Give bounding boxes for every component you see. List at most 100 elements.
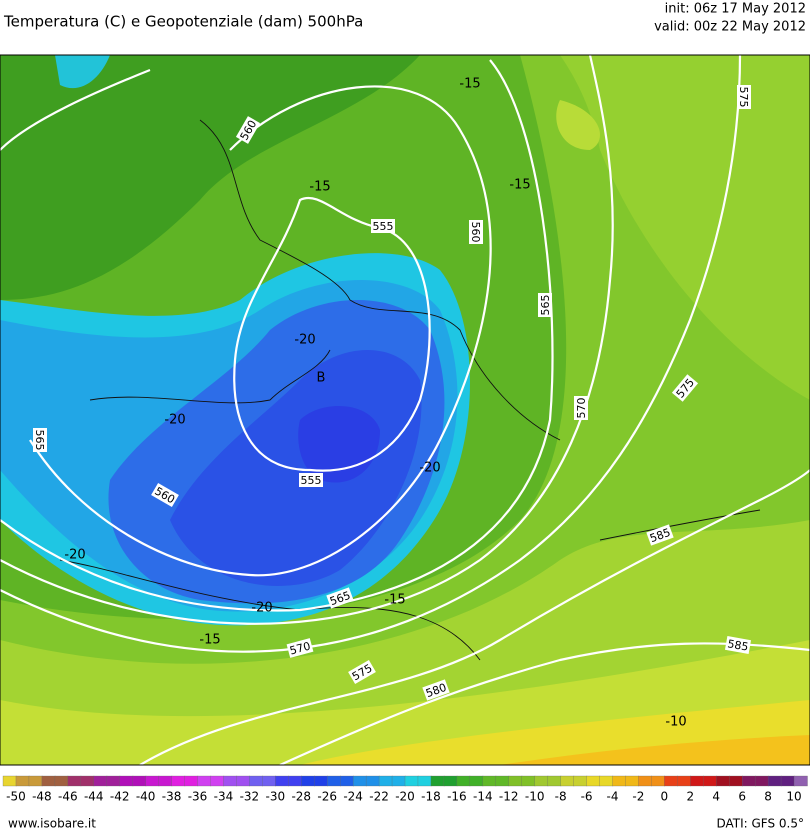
valid-time: valid: 00z 22 May 2012 bbox=[654, 20, 806, 35]
colorbar-swatch bbox=[119, 775, 134, 787]
colorbar-swatch bbox=[340, 775, 354, 787]
contour-label-box bbox=[299, 473, 323, 487]
colorbar-swatch bbox=[573, 775, 588, 787]
contour-label-box bbox=[33, 428, 47, 452]
colorbar-swatch bbox=[223, 775, 238, 787]
colorbar-swatch bbox=[638, 775, 653, 787]
colorbar-label: -36 bbox=[188, 790, 208, 804]
colorbar-swatch bbox=[404, 775, 419, 787]
colorbar-swatch bbox=[184, 775, 199, 787]
colorbar-swatch bbox=[703, 775, 717, 787]
colorbar-label: -22 bbox=[369, 790, 389, 804]
colorbar-swatch bbox=[560, 775, 575, 787]
colorbar-swatch bbox=[365, 775, 380, 787]
colorbar-swatch bbox=[677, 775, 691, 787]
geopotential-label: 570 bbox=[288, 639, 312, 657]
low-marker: B bbox=[317, 371, 326, 386]
colorbar-label: -32 bbox=[240, 790, 260, 804]
contour-label-box bbox=[671, 374, 699, 402]
temperature-label: -20 bbox=[251, 601, 272, 616]
colorbar-swatch bbox=[780, 775, 795, 787]
geopotential-label: 565 bbox=[539, 295, 552, 316]
colorbar-swatch bbox=[132, 775, 147, 787]
colorbar-label: -42 bbox=[110, 790, 130, 804]
colorbar-swatch bbox=[314, 775, 328, 787]
colorbar-label: 0 bbox=[661, 790, 669, 804]
colorbar-swatch bbox=[612, 775, 627, 787]
colorbar-swatch bbox=[93, 775, 108, 787]
contour-label-box bbox=[235, 116, 261, 144]
colorbar-swatch bbox=[288, 775, 302, 787]
colorbar: -50 -48 -46 -44 -42 -40 -38 -36 -34 -32 -30 -28 -26-… bbox=[2, 775, 808, 804]
title: Temperatura (C) e Geopotenziale (dam) 50… bbox=[3, 13, 363, 31]
temperature-label: -15 bbox=[459, 77, 480, 92]
colorbar-label: 6 bbox=[738, 790, 746, 804]
colorbar-swatch bbox=[599, 775, 614, 787]
contour-label-group: 560 bbox=[469, 220, 483, 244]
colorbar-label: -46 bbox=[58, 790, 78, 804]
colorbar-swatch bbox=[2, 775, 17, 787]
contour-label-group: 565 bbox=[538, 293, 552, 317]
colorbar-swatch bbox=[469, 775, 484, 787]
colorbar-swatch bbox=[80, 775, 95, 787]
colorbar-label: -8 bbox=[555, 790, 567, 804]
colorbar-swatch bbox=[210, 775, 225, 787]
contour-label-group: 575 bbox=[737, 85, 751, 109]
temperature-label: -20 bbox=[294, 333, 315, 348]
colorbar-label: -38 bbox=[162, 790, 182, 804]
colorbar-swatch bbox=[236, 775, 251, 787]
contour-label-box bbox=[724, 636, 752, 654]
colorbar-swatch bbox=[716, 775, 730, 787]
contour-label-box bbox=[646, 524, 674, 546]
contour-label-box bbox=[371, 219, 395, 233]
contour-label-group: 585 bbox=[724, 636, 752, 654]
contour-label-box bbox=[348, 659, 376, 685]
colorbar-label: -24 bbox=[343, 790, 363, 804]
temperature-label: -20 bbox=[164, 413, 185, 428]
colorbar-label: -26 bbox=[317, 790, 337, 804]
geopotential-label: 575 bbox=[737, 87, 750, 108]
colorbar-label: -10 bbox=[525, 790, 545, 804]
colorbar-swatch bbox=[67, 775, 82, 787]
colorbar-swatch bbox=[378, 775, 393, 787]
geopotential-label: 555 bbox=[301, 474, 322, 487]
colorbar-swatch bbox=[391, 775, 406, 787]
colorbar-swatch bbox=[430, 775, 445, 787]
init-time: init: 06z 17 May 2012 bbox=[665, 2, 806, 17]
contour-label-box bbox=[574, 396, 588, 420]
colorbar-swatch bbox=[417, 775, 432, 787]
colorbar-swatch bbox=[495, 775, 510, 787]
colorbar-swatch bbox=[54, 775, 69, 787]
colorbar-swatch bbox=[482, 775, 497, 787]
colorbar-label: -50 bbox=[6, 790, 26, 804]
footer-source: DATI: GFS 0.5° bbox=[716, 817, 804, 831]
colorbar-label: -14 bbox=[473, 790, 493, 804]
colorbar-swatch bbox=[534, 775, 549, 787]
colorbar-swatch bbox=[793, 775, 808, 787]
colorbar-swatch bbox=[301, 775, 315, 787]
colorbar-label: -4 bbox=[606, 790, 618, 804]
colorbar-swatch bbox=[327, 775, 341, 787]
colorbar-label: -44 bbox=[84, 790, 104, 804]
contour-label-box bbox=[422, 679, 450, 701]
colorbar-swatch bbox=[443, 775, 458, 787]
colorbar-swatch bbox=[158, 775, 173, 787]
colorbar-swatch bbox=[262, 775, 276, 787]
geopotential-label: 565 bbox=[33, 430, 46, 451]
colorbar-label: -12 bbox=[499, 790, 519, 804]
colorbar-label: -48 bbox=[32, 790, 52, 804]
colorbar-label: 2 bbox=[686, 790, 694, 804]
geopotential-label: 585 bbox=[726, 637, 749, 653]
colorbar-label: -30 bbox=[266, 790, 286, 804]
colorbar-label: -40 bbox=[136, 790, 156, 804]
colorbar-label: 8 bbox=[764, 790, 772, 804]
contour-label-box bbox=[286, 638, 314, 658]
temperature-label: -10 bbox=[665, 715, 686, 730]
colorbar-label: -34 bbox=[214, 790, 234, 804]
contour-label-group: 555 bbox=[299, 473, 323, 487]
colorbar-swatch bbox=[729, 775, 743, 787]
colorbar-label: -18 bbox=[421, 790, 441, 804]
footer-site: www.isobare.it bbox=[8, 817, 96, 831]
